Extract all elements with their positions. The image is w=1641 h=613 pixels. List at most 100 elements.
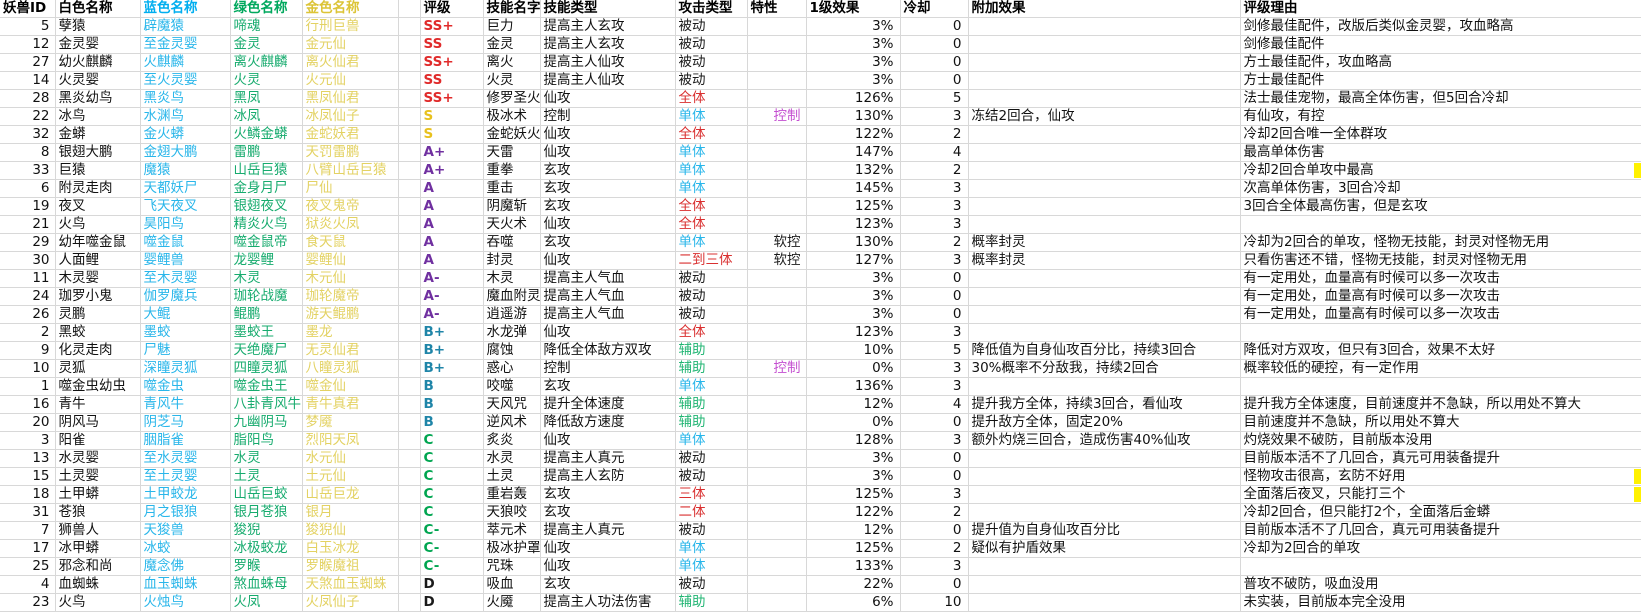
cell-spacer[interactable]: [398, 323, 421, 342]
cell-cooldown[interactable]: 0: [900, 35, 969, 54]
cell-trait[interactable]: [747, 521, 807, 540]
cell-skill[interactable]: 极冰护罩: [483, 539, 541, 558]
cell-rating[interactable]: C: [420, 467, 484, 486]
cell-trait[interactable]: [747, 557, 807, 576]
cell-extra[interactable]: [968, 17, 1241, 36]
cell-skill_type[interactable]: 降低敌方速度: [540, 413, 676, 432]
cell-rating[interactable]: B: [420, 377, 484, 396]
cell-green[interactable]: 冰凤: [230, 107, 303, 126]
cell-attack[interactable]: 辅助: [675, 341, 748, 360]
cell-spacer[interactable]: [398, 53, 421, 72]
cell-effect[interactable]: 3%: [806, 53, 901, 72]
cell-skill[interactable]: 天雷: [483, 143, 541, 162]
cell-cooldown[interactable]: 3: [900, 107, 969, 126]
cell-trait[interactable]: 软控: [747, 251, 807, 270]
cell-white[interactable]: 阴风马: [55, 413, 141, 432]
cell-reason[interactable]: 冷却为2回合的单攻，怪物无技能，封灵对怪物无用: [1240, 233, 1641, 252]
cell-rating[interactable]: B: [420, 413, 484, 432]
cell-white[interactable]: 黑蛟: [55, 323, 141, 342]
cell-reason[interactable]: 目前版本活不了几回合，真元可用装备提升: [1240, 521, 1641, 540]
cell-white[interactable]: 银翅大鹏: [55, 143, 141, 162]
cell-green[interactable]: 罗睺: [230, 557, 303, 576]
cell-blue[interactable]: 天狻兽: [140, 521, 231, 540]
cell-skill[interactable]: 天风咒: [483, 395, 541, 414]
cell-gold[interactable]: 火凤仙子: [302, 593, 399, 612]
header-white[interactable]: 白色名称: [55, 0, 141, 18]
cell-attack[interactable]: 辅助: [675, 395, 748, 414]
cell-skill_type[interactable]: 仙攻: [540, 431, 676, 450]
cell-blue[interactable]: 至水灵婴: [140, 449, 231, 468]
cell-skill_type[interactable]: 仙攻: [540, 125, 676, 144]
cell-reason[interactable]: 概率较低的硬控，有一定作用: [1240, 359, 1641, 378]
cell-attack[interactable]: 全体: [675, 89, 748, 108]
cell-cooldown[interactable]: 5: [900, 89, 969, 108]
cell-cooldown[interactable]: 3: [900, 485, 969, 504]
cell-reason[interactable]: 目前版本活不了几回合，真元可用装备提升: [1240, 449, 1641, 468]
cell-extra[interactable]: [968, 89, 1241, 108]
cell-trait[interactable]: [747, 53, 807, 72]
cell-white[interactable]: 灵狐: [55, 359, 141, 378]
cell-effect[interactable]: 123%: [806, 323, 901, 342]
cell-gold[interactable]: 天罚雷鹏: [302, 143, 399, 162]
cell-trait[interactable]: [747, 89, 807, 108]
cell-trait[interactable]: 软控: [747, 233, 807, 252]
cell-skill_type[interactable]: 玄攻: [540, 179, 676, 198]
cell-rating[interactable]: SS: [420, 71, 484, 90]
cell-id[interactable]: 15: [0, 467, 56, 486]
cell-id[interactable]: 20: [0, 413, 56, 432]
cell-reason[interactable]: 只看伤害还不错，怪物无技能，封灵对怪物无用: [1240, 251, 1641, 270]
cell-trait[interactable]: [747, 431, 807, 450]
cell-cooldown[interactable]: 3: [900, 251, 969, 270]
cell-id[interactable]: 16: [0, 395, 56, 414]
cell-white[interactable]: 血蜘蛛: [55, 575, 141, 594]
cell-reason[interactable]: 最高单体伤害: [1240, 143, 1641, 162]
cell-cooldown[interactable]: 3: [900, 359, 969, 378]
cell-blue[interactable]: 婴鲤兽: [140, 251, 231, 270]
cell-trait[interactable]: [747, 575, 807, 594]
cell-spacer[interactable]: [398, 269, 421, 288]
cell-id[interactable]: 12: [0, 35, 56, 54]
cell-reason[interactable]: 冷却2回合唯一全体群攻: [1240, 125, 1641, 144]
cell-extra[interactable]: 疑似有护盾效果: [968, 539, 1241, 558]
cell-trait[interactable]: [747, 323, 807, 342]
cell-gold[interactable]: 墨龙: [302, 323, 399, 342]
cell-reason[interactable]: 全面落后夜叉，只能打三个: [1240, 485, 1641, 504]
cell-skill_type[interactable]: 提高主人真元: [540, 521, 676, 540]
cell-gold[interactable]: 天煞血玉蜘蛛: [302, 575, 399, 594]
cell-id[interactable]: 6: [0, 179, 56, 198]
cell-green[interactable]: 黑凤: [230, 89, 303, 108]
header-reason[interactable]: 评级理由: [1240, 0, 1641, 18]
cell-extra[interactable]: 冻结2回合，仙攻: [968, 107, 1241, 126]
cell-cooldown[interactable]: 4: [900, 395, 969, 414]
cell-gold[interactable]: 银月: [302, 503, 399, 522]
cell-skill[interactable]: 吸血: [483, 575, 541, 594]
cell-extra[interactable]: [968, 323, 1241, 342]
cell-blue[interactable]: 金翅大鹏: [140, 143, 231, 162]
cell-effect[interactable]: 126%: [806, 89, 901, 108]
cell-green[interactable]: 离火麒麟: [230, 53, 303, 72]
cell-spacer[interactable]: [398, 287, 421, 306]
cell-blue[interactable]: 阴芝马: [140, 413, 231, 432]
cell-gold[interactable]: 噬金仙: [302, 377, 399, 396]
cell-attack[interactable]: 辅助: [675, 413, 748, 432]
cell-gold[interactable]: 狻猊仙: [302, 521, 399, 540]
cell-extra[interactable]: 概率封灵: [968, 251, 1241, 270]
cell-effect[interactable]: 6%: [806, 593, 901, 612]
cell-reason[interactable]: 冷却为2回合的单攻: [1240, 539, 1641, 558]
cell-spacer[interactable]: [398, 179, 421, 198]
cell-attack[interactable]: 全体: [675, 125, 748, 144]
cell-reason[interactable]: 提升我方全体速度，目前速度并不急缺，所以用处不算大: [1240, 395, 1641, 414]
cell-blue[interactable]: 血玉蜘蛛: [140, 575, 231, 594]
cell-reason[interactable]: 法士最佳宠物，最高全体伤害，但5回合冷却: [1240, 89, 1641, 108]
cell-rating[interactable]: A+: [420, 161, 484, 180]
cell-green[interactable]: 火凤: [230, 593, 303, 612]
cell-white[interactable]: 狮兽人: [55, 521, 141, 540]
cell-id[interactable]: 23: [0, 593, 56, 612]
cell-skill_type[interactable]: 提高主人玄攻: [540, 35, 676, 54]
cell-trait[interactable]: [747, 485, 807, 504]
cell-white[interactable]: 噬金虫幼虫: [55, 377, 141, 396]
cell-extra[interactable]: 30%概率不分敌我，持续2回合: [968, 359, 1241, 378]
cell-attack[interactable]: 单体: [675, 143, 748, 162]
cell-attack[interactable]: 辅助: [675, 593, 748, 612]
cell-green[interactable]: 墨蛟王: [230, 323, 303, 342]
